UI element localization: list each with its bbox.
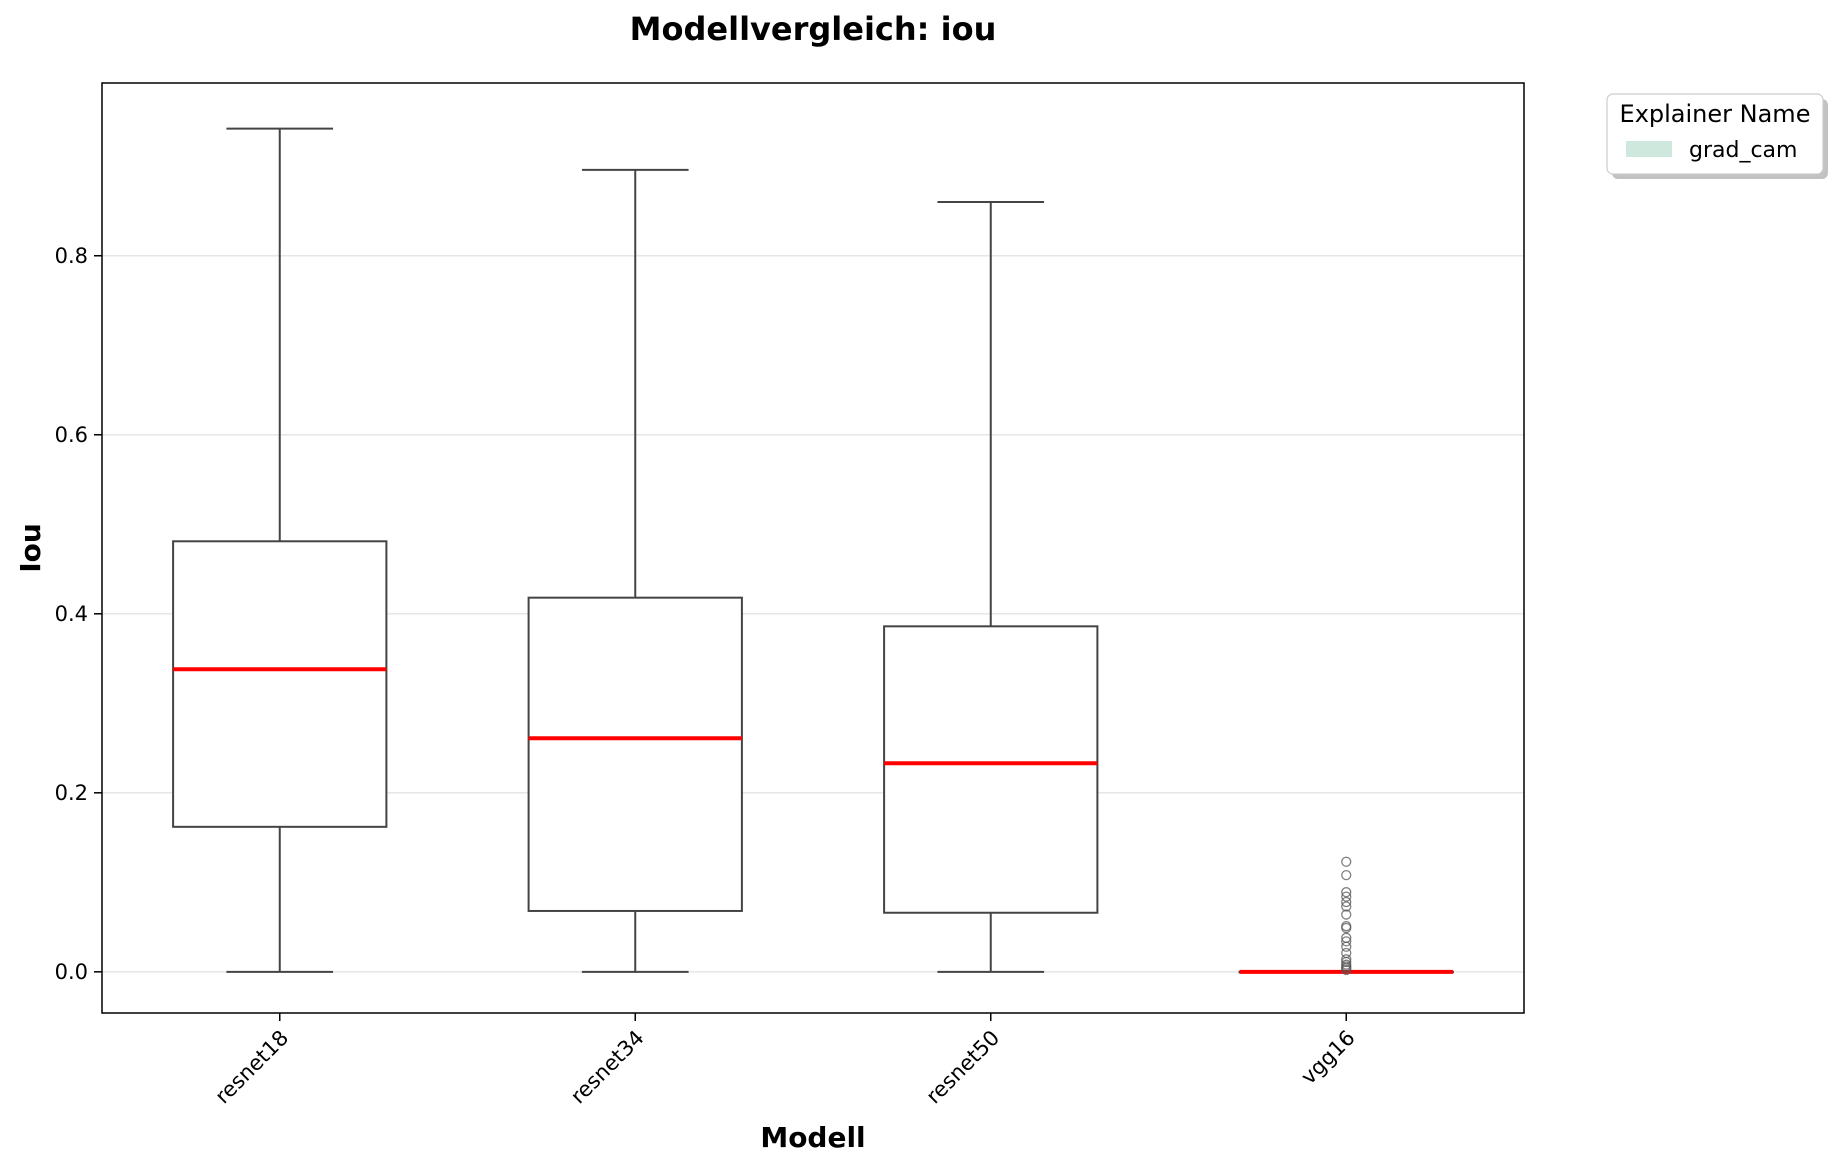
iqr-box xyxy=(883,625,1099,914)
outlier-point xyxy=(1341,891,1352,902)
y-tick-label: 0.8 xyxy=(55,244,88,268)
x-tick-label: resnet50 xyxy=(921,1026,1004,1109)
legend-label-grad-cam: grad_cam xyxy=(1689,138,1797,163)
outlier-point xyxy=(1341,909,1352,920)
box-resnet34 xyxy=(527,168,743,973)
box-resnet50 xyxy=(883,201,1099,973)
iqr-box xyxy=(172,540,388,828)
x-axis-label: Modell xyxy=(760,1121,865,1154)
y-axis-ticks: 0.0 0.2 0.4 0.6 0.8 xyxy=(55,244,102,984)
plot-area-frame xyxy=(101,82,1525,1014)
legend-title: Explainer Name xyxy=(1620,100,1811,128)
boxes xyxy=(172,127,1454,976)
y-tick-label: 0.6 xyxy=(55,423,88,447)
y-axis-label: Iou xyxy=(14,523,47,573)
x-tick-label: resnet18 xyxy=(210,1026,293,1109)
x-tick-label: resnet34 xyxy=(566,1026,649,1109)
outlier-point xyxy=(1341,870,1352,881)
chart-title: Modellvergleich: iou xyxy=(630,10,997,48)
y-tick-label: 0.4 xyxy=(55,602,88,626)
box-vgg16 xyxy=(1238,856,1454,976)
outlier-point xyxy=(1341,964,1352,976)
legend: Explainer Name grad_cam xyxy=(1606,93,1828,179)
outlier-point xyxy=(1341,901,1352,912)
y-tick-label: 0.2 xyxy=(55,781,88,805)
outlier-point xyxy=(1341,956,1352,968)
outlier-point xyxy=(1341,922,1352,934)
y-tick-label: 0.0 xyxy=(55,960,88,984)
outlier-point xyxy=(1341,941,1352,952)
outlier-point xyxy=(1341,887,1352,898)
box-resnet18 xyxy=(172,127,388,973)
legend-patch-grad-cam xyxy=(1626,141,1672,157)
x-axis-ticks: resnet18 resnet34 resnet50 vgg16 xyxy=(210,1013,1360,1109)
outlier-point xyxy=(1341,896,1352,908)
outlier-point xyxy=(1341,936,1352,947)
outlier-point xyxy=(1341,856,1352,867)
x-tick-label: vgg16 xyxy=(1296,1026,1360,1090)
iqr-box xyxy=(527,596,743,912)
